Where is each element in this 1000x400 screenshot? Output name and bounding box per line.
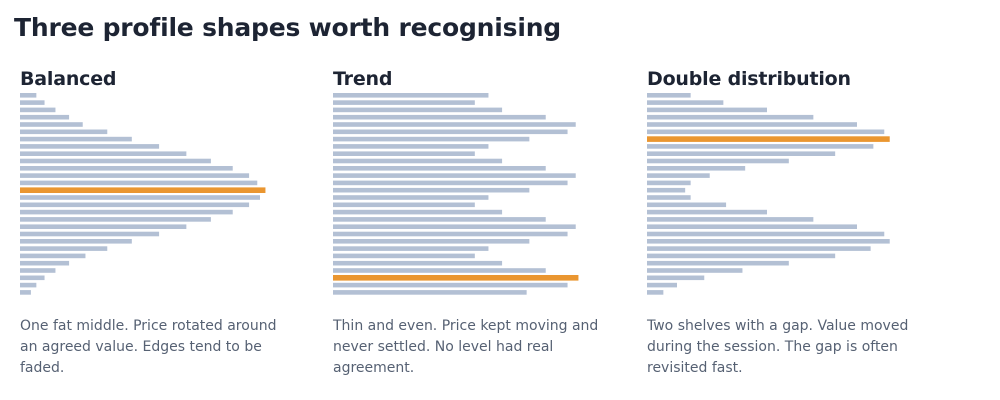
trend-bar-13 (333, 187, 530, 193)
trend-bar-1 (333, 100, 475, 105)
balanced-bar-11 (20, 173, 250, 178)
double-distribution-bar-26 (647, 282, 677, 288)
trend-bar-11 (333, 173, 576, 178)
balanced-bar-0 (20, 93, 37, 98)
double-distribution-bar-15 (647, 202, 727, 208)
double-distribution-bar-18 (647, 224, 857, 229)
trend-bar-3 (333, 114, 546, 120)
trend-bar-7 (333, 144, 489, 149)
balanced-bar-25 (20, 275, 45, 281)
balanced-bar-20 (20, 239, 132, 244)
trend-bar-19 (333, 231, 568, 237)
double-distribution-bar-19 (647, 231, 885, 237)
balanced-bar-highlight (20, 187, 266, 193)
trend-bar-21 (333, 246, 489, 251)
trend-bar-17 (333, 217, 546, 222)
balanced-bar-18 (20, 224, 187, 229)
double-distribution-bar-2 (647, 107, 767, 113)
page-title: Three profile shapes worth recognising (14, 13, 561, 42)
double-distribution-bar-7 (647, 144, 874, 149)
double-distribution-bar-27 (647, 290, 664, 295)
double-distribution-bar-5 (647, 129, 885, 135)
profile-chart-balanced (20, 93, 266, 295)
trend-bar-8 (333, 151, 475, 156)
double-distribution-bar-13 (647, 187, 686, 193)
balanced-bar-10 (20, 166, 233, 171)
trend-bar-0 (333, 93, 489, 98)
trend-bar-6 (333, 136, 530, 142)
trend-bar-12 (333, 180, 568, 186)
double-distribution-bar-23 (647, 260, 789, 266)
double-distribution-bar-4 (647, 122, 857, 127)
double-distribution-bar-9 (647, 158, 789, 164)
balanced-bar-17 (20, 217, 211, 222)
balanced-bar-9 (20, 158, 211, 164)
double-distribution-bar-21 (647, 246, 871, 251)
chart-description-balanced: One fat middle. Price rotated around an … (20, 318, 277, 376)
trend-bar-27 (333, 290, 527, 295)
profile-chart-double-distribution (647, 93, 890, 295)
profile-chart-trend (333, 93, 579, 295)
trend-bar-20 (333, 239, 530, 244)
balanced-bar-16 (20, 209, 233, 215)
double-distribution-bar-25 (647, 275, 705, 281)
balanced-bar-6 (20, 136, 132, 142)
double-distribution-bar-16 (647, 209, 767, 215)
trend-bar-highlight (333, 275, 579, 281)
balanced-bar-22 (20, 253, 86, 259)
balanced-bar-3 (20, 114, 70, 120)
double-distribution-bar-1 (647, 100, 724, 105)
balanced-bar-1 (20, 100, 45, 105)
double-distribution-bar-17 (647, 217, 814, 222)
double-distribution-bar-20 (647, 239, 890, 244)
double-distribution-bar-11 (647, 173, 710, 178)
chart-title-double-distribution: Double distribution (647, 68, 851, 90)
balanced-bar-4 (20, 122, 83, 127)
trend-bar-22 (333, 253, 475, 259)
balanced-bar-12 (20, 180, 258, 186)
double-distribution-bar-22 (647, 253, 836, 259)
trend-bar-9 (333, 158, 503, 164)
trend-bar-24 (333, 268, 546, 273)
panel-trend: Trend Thin and even. Price kept moving a… (333, 68, 633, 388)
trend-bar-5 (333, 129, 568, 135)
trend-bar-10 (333, 166, 546, 171)
balanced-bar-7 (20, 144, 160, 149)
balanced-bar-19 (20, 231, 160, 237)
balanced-bar-21 (20, 246, 108, 251)
chart-description-double-distribution: Two shelves with a gap. Value moved duri… (647, 318, 909, 376)
trend-bar-2 (333, 107, 503, 113)
balanced-bar-24 (20, 268, 56, 273)
double-distribution-bar-24 (647, 268, 743, 273)
balanced-bar-8 (20, 151, 187, 156)
balanced-bar-2 (20, 107, 56, 113)
trend-bar-23 (333, 260, 503, 266)
chart-description-trend: Thin and even. Price kept moving and nev… (333, 318, 599, 376)
panel-double-distribution: Double distribution Two shelves with a g… (647, 68, 947, 388)
balanced-bar-15 (20, 202, 250, 208)
double-distribution-bar-3 (647, 114, 814, 120)
chart-title-trend: Trend (333, 68, 393, 90)
trend-bar-16 (333, 209, 503, 215)
double-distribution-bar-12 (647, 180, 691, 186)
trend-bar-26 (333, 282, 568, 288)
double-distribution-bar-8 (647, 151, 836, 156)
trend-bar-4 (333, 122, 576, 127)
balanced-bar-14 (20, 195, 260, 200)
balanced-bar-23 (20, 260, 70, 266)
double-distribution-bar-10 (647, 166, 746, 171)
double-distribution-bar-0 (647, 93, 691, 98)
trend-bar-15 (333, 202, 475, 208)
panel-balanced: Balanced One fat middle. Price rotated a… (20, 68, 320, 388)
balanced-bar-26 (20, 282, 37, 288)
balanced-bar-27 (20, 290, 31, 295)
double-distribution-bar-highlight (647, 136, 890, 142)
trend-bar-14 (333, 195, 489, 200)
chart-title-balanced: Balanced (20, 68, 117, 90)
trend-bar-18 (333, 224, 576, 229)
double-distribution-bar-14 (647, 195, 691, 200)
balanced-bar-5 (20, 129, 108, 135)
